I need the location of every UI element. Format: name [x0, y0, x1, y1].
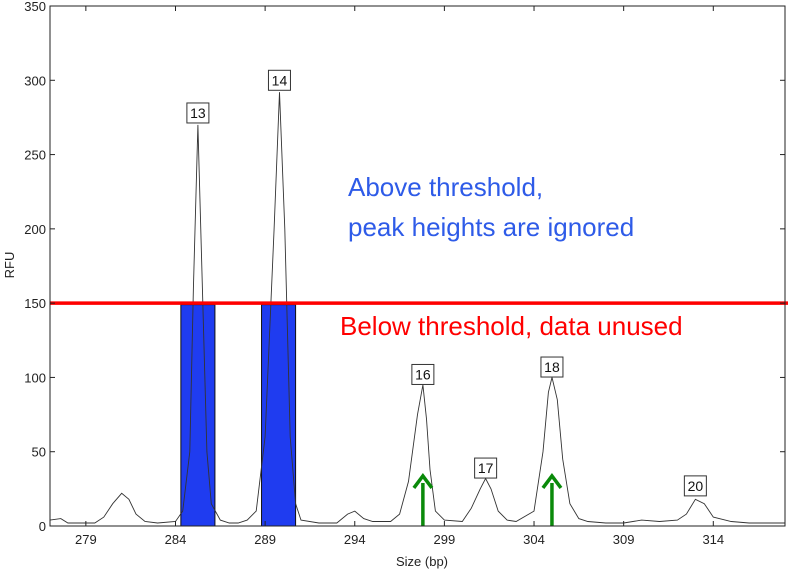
y-tick-label: 150 [24, 296, 46, 311]
arrow-head [412, 473, 434, 490]
y-axis-label: RFU [2, 252, 17, 279]
peak-label-box [683, 475, 707, 497]
x-tick-label: 314 [702, 532, 724, 547]
y-tick-label: 0 [39, 519, 46, 534]
x-tick-label: 299 [434, 532, 456, 547]
peak-label-box [411, 363, 435, 385]
y-tick-label: 250 [24, 148, 46, 163]
peak-label: 18 [544, 359, 560, 375]
axes-layer: 279 284 289 294 299 304 309 314 0 50 100 150 200 250 3… [24, 0, 786, 547]
peak-label: 14 [272, 72, 288, 88]
annotation-above-line2: peak heights are ignored [348, 212, 634, 242]
peak-label-box [267, 69, 291, 91]
peak-label-box [540, 356, 564, 378]
peak-label: 16 [415, 366, 431, 382]
x-tick-label: 309 [613, 532, 635, 547]
x-axis-label: Size (bp) [396, 554, 448, 569]
peak-label: 17 [478, 460, 494, 476]
trace-layer [49, 92, 785, 524]
x-tick-label: 304 [523, 532, 545, 547]
arrows-layer [412, 473, 563, 526]
annotation-below: Below threshold, data unused [340, 311, 683, 341]
trace-line [49, 92, 785, 524]
x-tick-label: 279 [75, 532, 97, 547]
plot-frame [49, 5, 786, 527]
y-tick-label: 100 [24, 370, 46, 385]
peak-label: 13 [190, 105, 206, 121]
y-tick-label: 300 [24, 73, 46, 88]
plot-area [50, 6, 785, 526]
bar [180, 304, 216, 527]
y-tick-label: 350 [24, 0, 46, 14]
plot-background [50, 6, 785, 526]
y-tick-label: 50 [32, 445, 46, 460]
x-tick-label: 294 [344, 532, 366, 547]
peak-label: 20 [688, 478, 704, 494]
annotation-above-line1: Above threshold, [348, 172, 543, 202]
bars-layer [180, 304, 297, 527]
y-tick-label: 200 [24, 222, 46, 237]
x-tick-label: 284 [165, 532, 187, 547]
bar [261, 304, 297, 527]
peak-labels-layer: 13 14 16 17 18 20 [186, 69, 707, 497]
peak-label-box [474, 457, 498, 479]
x-tick-label: 289 [254, 532, 276, 547]
arrow-head [541, 473, 563, 490]
peak-label-box [186, 102, 210, 124]
